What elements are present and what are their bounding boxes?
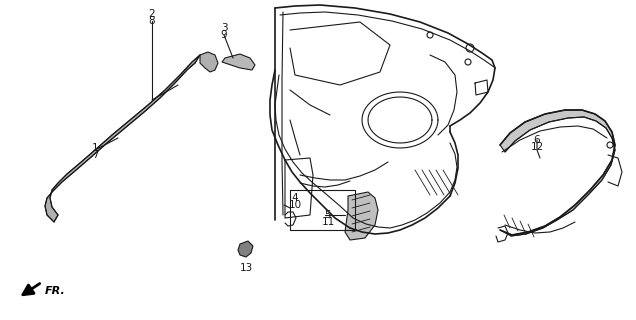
Polygon shape	[45, 55, 200, 222]
Text: 11: 11	[321, 217, 335, 227]
Text: 1: 1	[92, 143, 99, 153]
Polygon shape	[500, 110, 615, 236]
Polygon shape	[200, 52, 218, 72]
Text: 8: 8	[149, 16, 155, 26]
Text: 7: 7	[92, 150, 99, 160]
Text: FR.: FR.	[45, 286, 66, 296]
Text: 3: 3	[221, 23, 227, 33]
Text: 13: 13	[239, 263, 252, 273]
Text: 6: 6	[534, 135, 541, 145]
Polygon shape	[238, 241, 253, 257]
Polygon shape	[222, 54, 255, 70]
Text: 5: 5	[325, 210, 331, 220]
Text: 12: 12	[530, 142, 544, 152]
Polygon shape	[345, 192, 378, 240]
Text: 10: 10	[289, 200, 301, 210]
Text: 4: 4	[292, 193, 298, 203]
Text: 9: 9	[221, 30, 227, 40]
Text: 2: 2	[149, 9, 155, 19]
